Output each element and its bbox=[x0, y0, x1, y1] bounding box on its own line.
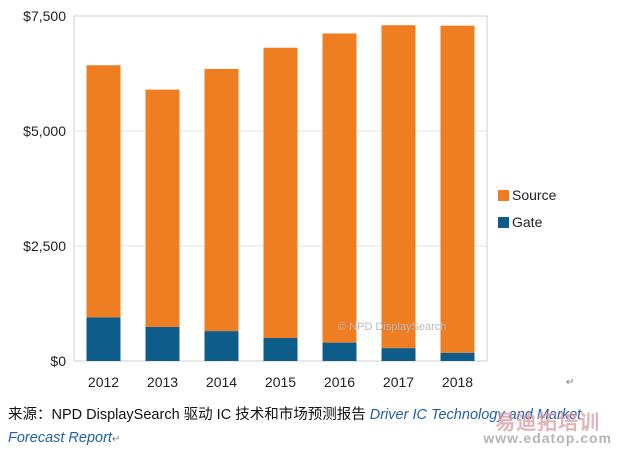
caption-source: 来源：NPD DisplaySearch 驱动 IC 技术和市场预测报告 bbox=[8, 407, 366, 423]
bar-source-2015 bbox=[263, 47, 298, 339]
legend-swatch-source bbox=[498, 190, 509, 201]
stacked-bar-chart: $0 $2,500 $5,000 $7,500 2012 2013 2014 2015 201… bbox=[23, 8, 557, 390]
legend-swatch-gate bbox=[498, 217, 509, 228]
x-tick-label: 2016 bbox=[324, 374, 355, 390]
caption-return-mark: ↵ bbox=[111, 434, 121, 445]
bar-gate-2016 bbox=[322, 342, 357, 361]
site-watermark-url: www.edatop.com bbox=[483, 430, 612, 446]
bar-source-2016 bbox=[322, 33, 357, 343]
bar-gate-2015 bbox=[263, 338, 298, 361]
bar-gate-2012 bbox=[86, 317, 121, 361]
site-watermark-cn: 易迪拓培训 bbox=[495, 412, 601, 434]
bar-gate-2018 bbox=[440, 352, 475, 361]
legend-label-source: Source bbox=[512, 187, 557, 203]
bar-source-2017 bbox=[381, 25, 416, 349]
bar-gate-2017 bbox=[381, 348, 416, 361]
x-tick-label: 2014 bbox=[206, 374, 237, 390]
bar-source-2013 bbox=[145, 89, 180, 327]
y-tick-label: $0 bbox=[50, 353, 66, 369]
bar-source-2012 bbox=[86, 65, 121, 318]
x-tick-label: 2013 bbox=[147, 374, 178, 390]
legend-label-gate: Gate bbox=[512, 214, 543, 230]
caption-report-title: Driver IC Technology and Market Forecast… bbox=[8, 407, 582, 446]
stray-return-mark: ↵ bbox=[566, 377, 575, 388]
bar-gate-2013 bbox=[145, 326, 180, 361]
y-tick-label: $2,500 bbox=[23, 238, 66, 254]
x-tick-label: 2018 bbox=[442, 374, 473, 390]
x-tick-label: 2012 bbox=[88, 374, 119, 390]
y-tick-label: $5,000 bbox=[23, 123, 66, 139]
bar-source-2014 bbox=[204, 68, 239, 332]
x-tick-label: 2015 bbox=[265, 374, 296, 390]
bar-source-2018 bbox=[440, 25, 475, 353]
chart-watermark: © NPD DisplaySearch bbox=[338, 321, 446, 333]
figure-caption: 来源：NPD DisplaySearch 驱动 IC 技术和市场预测报告 Dri… bbox=[8, 404, 613, 451]
y-tick-label: $7,500 bbox=[23, 8, 66, 24]
site-watermark: 易迪拓培训 www.edatop.com bbox=[483, 412, 612, 446]
bar-gate-2014 bbox=[204, 331, 239, 361]
x-tick-label: 2017 bbox=[383, 374, 414, 390]
